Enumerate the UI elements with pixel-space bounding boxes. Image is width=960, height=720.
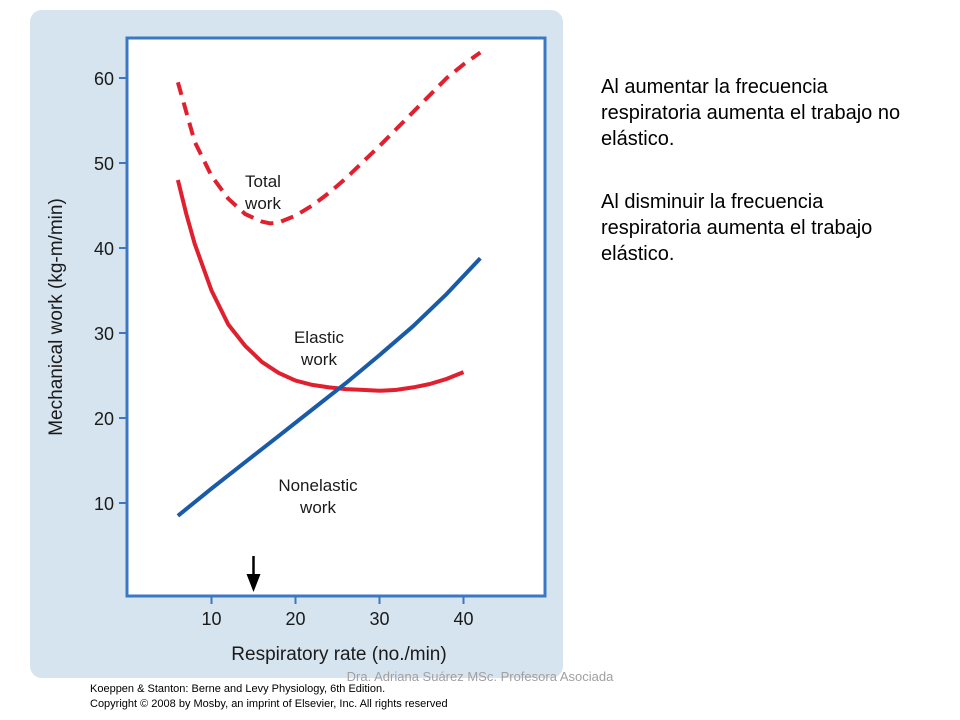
x-axis-label: Respiratory rate (no./min) xyxy=(231,644,446,665)
series-elastic-work xyxy=(175,179,465,393)
series-label-total-line1: Total xyxy=(245,172,281,191)
y-tick-label: 10 xyxy=(94,494,114,514)
y-tick-label: 20 xyxy=(94,409,114,429)
series-label-elastic-line1: Elastic xyxy=(294,328,345,347)
series-label-total-line2: work xyxy=(244,194,281,213)
rate-arrow xyxy=(246,556,261,592)
paragraph-elastic: Al disminuir la frecuencia respiratoria … xyxy=(601,191,873,265)
figure-credit: Koeppen & Stanton: Berne and Levy Physio… xyxy=(90,682,448,712)
paragraph-nonelastic: Al aumentar la frecuencia respiratoria a… xyxy=(601,76,901,150)
x-tick-label: 10 xyxy=(201,609,221,629)
rate-arrow-head xyxy=(246,574,261,592)
credit-line-1: Koeppen & Stanton: Berne and Levy Physio… xyxy=(90,683,386,695)
y-tick-label: 50 xyxy=(94,154,114,174)
y-tick-label: 40 xyxy=(94,239,114,259)
y-tick-label: 30 xyxy=(94,324,114,344)
x-tick-label: 30 xyxy=(369,609,389,629)
x-tick-label: 40 xyxy=(453,609,473,629)
series-label-nonelastic-line1: Nonelastic xyxy=(278,476,358,495)
y-tick-label: 60 xyxy=(94,69,114,89)
y-axis-label: Mechanical work (kg-m/min) xyxy=(46,198,67,436)
series-total-work xyxy=(175,50,482,226)
series-label-elastic-line2: work xyxy=(300,350,337,369)
series-label-nonelastic-line2: work xyxy=(299,498,336,517)
x-tick-label: 20 xyxy=(285,609,305,629)
plot-frame xyxy=(125,36,547,598)
series-nonelastic-work xyxy=(176,256,482,518)
footer-author: Dra. Adriana Suárez MSc. Profesora Asoci… xyxy=(346,669,614,684)
credit-line-2: Copyright © 2008 by Mosby, an imprint of… xyxy=(90,698,448,710)
figure-panel: 10 20 30 40 50 60 10 20 30 40 Total work Elastic … xyxy=(30,10,563,678)
